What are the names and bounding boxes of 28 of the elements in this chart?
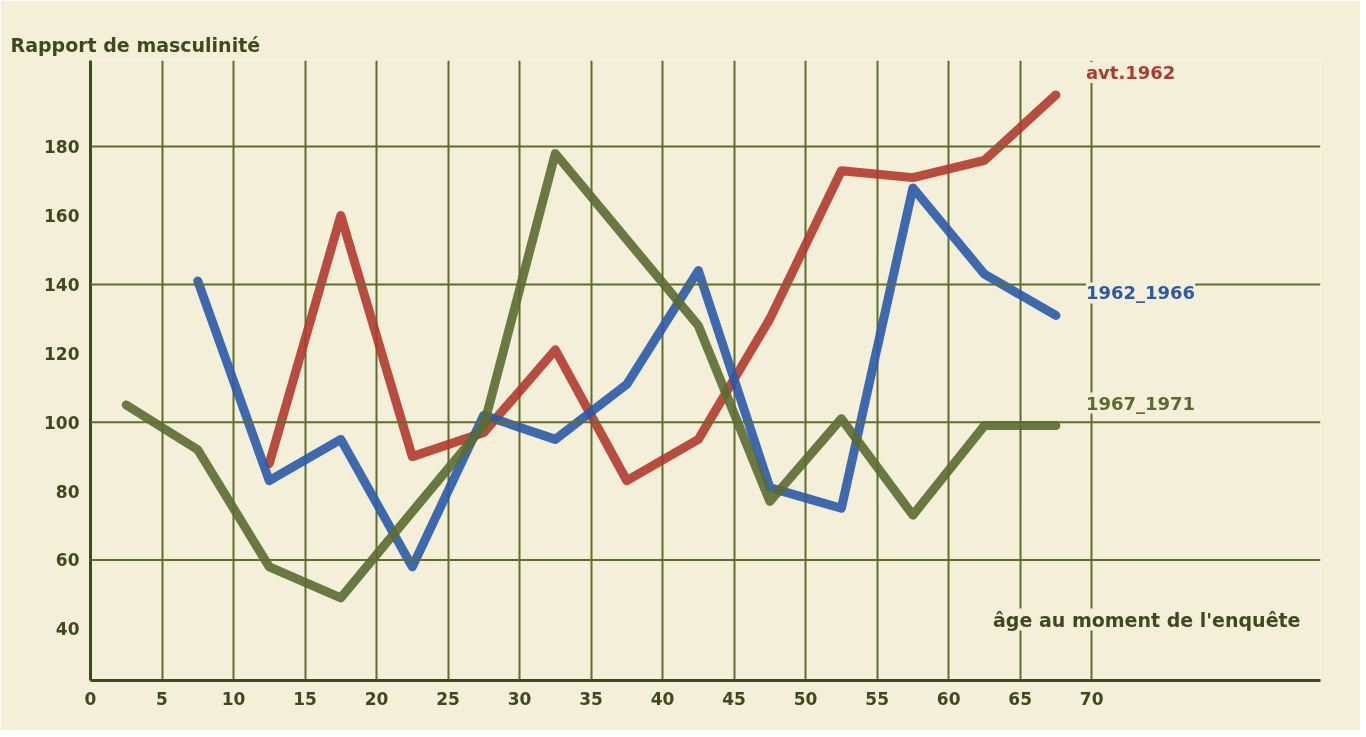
x-tick-label: 45 (722, 688, 746, 709)
y-axis-title: Rapport de masculinité (10, 33, 261, 56)
x-tick-label: 30 (507, 688, 532, 709)
y-tick-label: 100 (44, 412, 80, 433)
y-tick-label: 40 (55, 619, 80, 640)
x-tick-label: 60 (936, 688, 961, 709)
x-tick-label: 15 (293, 688, 317, 709)
y-tick-label: 120 (44, 343, 80, 364)
x-tick-label: 25 (436, 688, 460, 709)
x-tick-label: 0 (84, 688, 97, 709)
y-tick-label: 140 (44, 274, 80, 295)
y-tick-label: 60 (55, 550, 80, 571)
x-tick-label: 5 (156, 688, 168, 709)
x-tick-label: 65 (1008, 688, 1032, 709)
x-tick-label: 70 (1079, 688, 1104, 709)
y-tick-label: 180 (44, 137, 80, 158)
x-tick-label: 50 (793, 688, 818, 709)
y-tick-label: 160 (44, 206, 80, 226)
x-tick-label: 10 (221, 688, 246, 709)
x-tick-label: 20 (364, 688, 389, 709)
series-label: 1962_1966 (1085, 282, 1196, 304)
x-axis-title: âge au moment de l'enquête (993, 608, 1301, 631)
x-tick-label: 55 (865, 688, 889, 709)
y-tick-label: 80 (55, 481, 80, 502)
series-label: 1967_1971 (1085, 392, 1196, 414)
x-tick-label: 35 (579, 688, 603, 709)
x-tick-label: 40 (650, 688, 675, 709)
series-label: avt.1962 (1085, 61, 1176, 83)
